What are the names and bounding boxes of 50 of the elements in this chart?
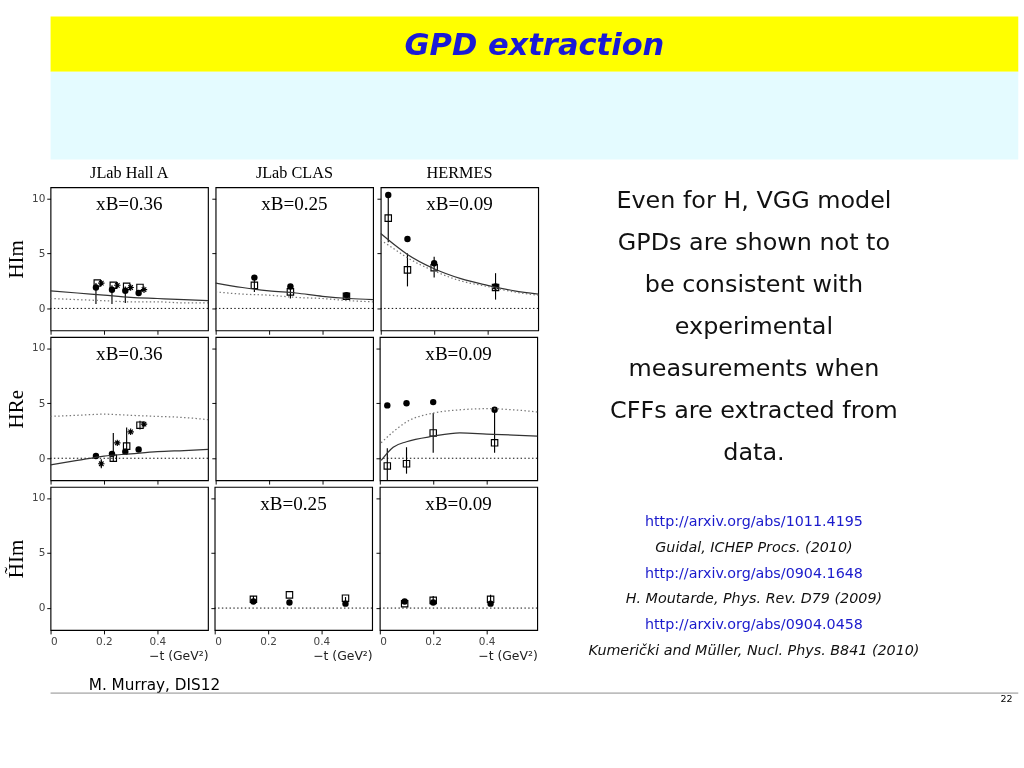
annotation: xB=0.09 (425, 343, 492, 365)
x-axis-title: −t (GeV²) (149, 648, 209, 664)
y-tick-label: 0 (38, 301, 46, 314)
text: http://arxiv.org/abs/1011.4195 (644, 513, 863, 530)
text: CFFs are extracted from (610, 396, 898, 425)
annotation: xB=0.09 (425, 492, 492, 514)
annotation: xB=0.09 (426, 193, 493, 215)
text: GPD extraction (404, 26, 665, 62)
annotation: xB=0.36 (96, 343, 163, 365)
y-tick-label: 5 (38, 546, 46, 559)
x-tick-label: 0 (380, 634, 387, 647)
text: http://arxiv.org/abs/0904.0458 (644, 616, 863, 633)
y-axis-title: H̃Im (4, 539, 29, 579)
chart-title: JLab CLAS (255, 163, 333, 182)
y-tick-label: 0 (38, 451, 46, 464)
y-tick-label: 5 (38, 246, 46, 259)
x-tick-label: 0.2 (425, 634, 443, 647)
text: Kumerički and Müller, Nucl. Phys. B841 (2010) (588, 641, 920, 658)
text: data. (723, 438, 785, 467)
x-axis-title: −t (GeV²) (478, 648, 538, 664)
chart-title: JLab Hall A (90, 163, 169, 182)
text: Even for H, VGG model (616, 186, 892, 215)
text: measurements when (628, 354, 880, 383)
text: GPDs are shown not to (617, 228, 891, 257)
text: http://arxiv.org/abs/0904.1648 (644, 564, 863, 581)
x-tick-label: 0.4 (149, 634, 167, 647)
x-tick-label: 0.2 (96, 634, 113, 647)
y-tick-label: 10 (31, 491, 46, 504)
x-tick-label: 0.4 (478, 634, 496, 647)
text: be consistent with (644, 270, 864, 299)
text: H. Moutarde, Phys. Rev. D79 (2009) (625, 590, 883, 607)
y-tick-label: 10 (31, 341, 46, 354)
x-axis-title: −t (GeV²) (313, 648, 373, 664)
y-axis-title: HRe (4, 389, 29, 429)
text: experimental (674, 312, 834, 341)
text: 22 (1000, 692, 1013, 704)
text: Guidal, ICHEP Procs. (2010) (655, 538, 853, 555)
annotation: xB=0.25 (261, 193, 328, 215)
x-tick-label: 0.2 (260, 634, 277, 647)
chart-title: HERMES (426, 163, 493, 182)
annotation: xB=0.36 (96, 193, 163, 215)
x-tick-label: 0 (215, 634, 222, 647)
y-tick-label: 10 (31, 191, 46, 204)
x-tick-label: 0.4 (313, 634, 331, 647)
y-tick-label: 5 (38, 396, 46, 409)
y-axis-title: HIm (4, 240, 29, 279)
y-tick-label: 0 (38, 601, 46, 614)
text: M. Murray, DIS12 (88, 676, 221, 695)
annotation: xB=0.25 (260, 492, 327, 514)
x-tick-label: 0 (51, 634, 58, 647)
